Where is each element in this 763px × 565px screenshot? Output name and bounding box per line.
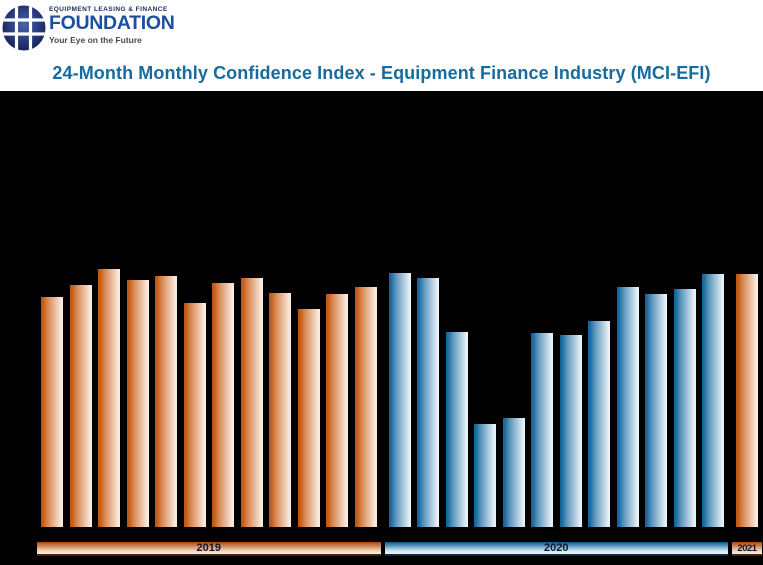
bar-2020-jan — [388, 273, 411, 527]
bar-2020-feb — [417, 278, 439, 527]
year-group-2019: 2019 — [37, 91, 381, 556]
chart-title: 24-Month Monthly Confidence Index - Equi… — [52, 63, 711, 83]
globe-grid-icon — [2, 5, 46, 51]
bars-2019 — [41, 91, 377, 527]
bar-2020-apr — [474, 424, 496, 527]
bar-2020-oct — [645, 293, 667, 527]
bar-2019-jan — [41, 297, 63, 527]
header: EQUIPMENT LEASING & FINANCE FOUNDATION Y… — [0, 0, 763, 91]
bars-2020 — [388, 91, 724, 527]
year-band-2020: 2020 — [384, 542, 728, 556]
year-band-2019: 2019 — [37, 542, 381, 556]
bar-2020-dec — [702, 274, 724, 527]
bar-2019-jul — [212, 283, 234, 527]
bar-2020-aug — [588, 320, 610, 527]
foundation-logo: EQUIPMENT LEASING & FINANCE FOUNDATION Y… — [1, 2, 175, 52]
logo-topline: EQUIPMENT LEASING & FINANCE — [49, 6, 168, 13]
bar-2020-jul — [559, 334, 582, 527]
bar-2019-sep — [269, 293, 291, 527]
logo-wordmark: FOUNDATION — [49, 12, 175, 34]
bar-2019-oct — [297, 309, 320, 527]
bar-2019-may — [155, 276, 177, 527]
bar-2019-mar — [98, 269, 120, 527]
year-group-2021: 2021 — [732, 91, 762, 556]
logo-text: EQUIPMENT LEASING & FINANCE FOUNDATION Y… — [49, 2, 175, 45]
chart-area: 2019 2020 2021 — [0, 91, 763, 565]
bar-2019-apr — [126, 279, 149, 527]
bar-2019-aug — [240, 278, 263, 527]
bar-2020-mar — [445, 332, 468, 527]
bar-2019-feb — [69, 284, 92, 527]
bar-2021-jan — [736, 274, 758, 527]
logo-tagline: Your Eye on the Future — [49, 34, 142, 45]
bars-2021 — [736, 91, 758, 527]
bar-2019-dec — [354, 287, 377, 527]
year-group-2020: 2020 — [384, 91, 728, 556]
bar-2019-jun — [183, 303, 206, 527]
year-band-2021: 2021 — [732, 542, 762, 556]
bar-2020-sep — [616, 287, 639, 527]
bar-2020-jun — [531, 332, 553, 527]
bar-2020-may — [502, 417, 525, 527]
bar-2019-nov — [326, 294, 348, 527]
bar-2020-nov — [673, 289, 696, 527]
